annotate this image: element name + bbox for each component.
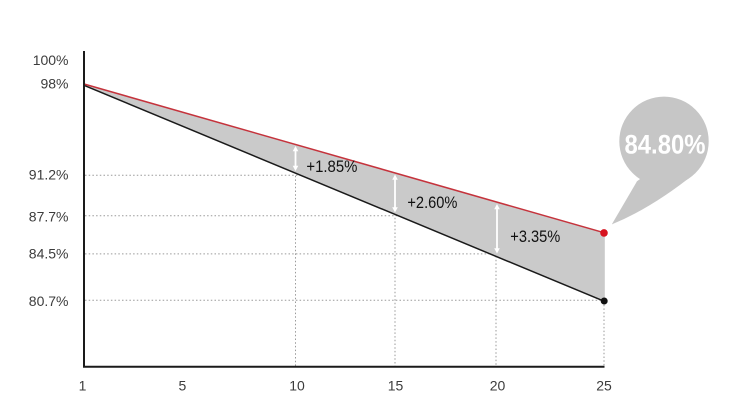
svg-text:84.5%: 84.5% (29, 246, 69, 262)
svg-text:91.2%: 91.2% (29, 166, 69, 182)
svg-text:+3.35%: +3.35% (510, 228, 560, 246)
svg-text:25: 25 (596, 377, 612, 393)
svg-text:87.7%: 87.7% (29, 209, 69, 225)
svg-text:5: 5 (179, 377, 187, 393)
svg-text:+1.85%: +1.85% (306, 158, 357, 176)
svg-text:1: 1 (79, 377, 87, 393)
svg-text:10: 10 (289, 377, 305, 393)
svg-text:+2.60%: +2.60% (407, 194, 457, 212)
svg-text:84.80%: 84.80% (625, 130, 706, 160)
svg-text:100%: 100% (33, 52, 69, 68)
svg-text:98%: 98% (40, 76, 68, 92)
svg-text:20: 20 (490, 377, 506, 393)
svg-text:80.7%: 80.7% (29, 293, 69, 309)
svg-text:15: 15 (388, 377, 404, 393)
